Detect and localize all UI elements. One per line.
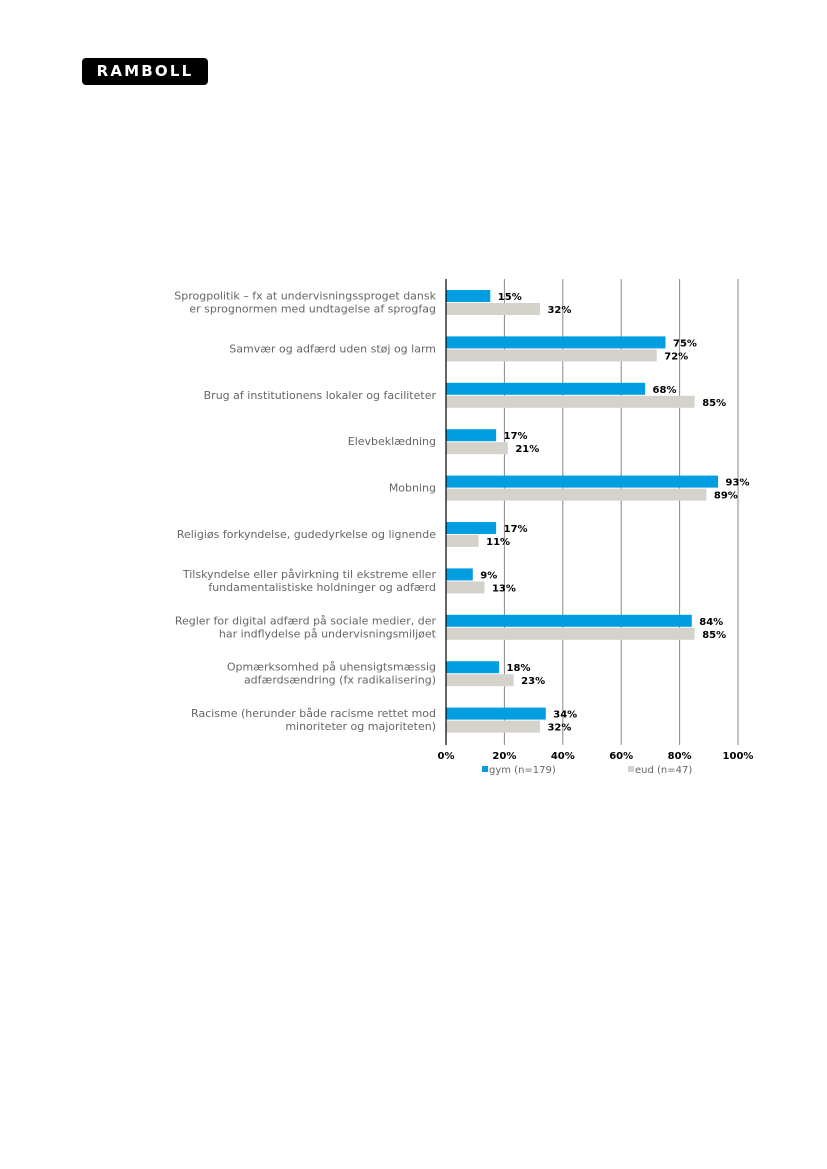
category-label: Regler for digital adfærd på sociale med… bbox=[175, 614, 437, 627]
category-label: Racisme (herunder både racisme rettet mo… bbox=[191, 707, 436, 720]
bar-gym bbox=[446, 614, 692, 627]
category-label: er sprognormen med undtagelse af sprogfa… bbox=[189, 303, 436, 316]
bars bbox=[446, 290, 719, 733]
category-label: Sprogpolitik – fx at undervisningssproge… bbox=[174, 290, 436, 303]
bar-eud bbox=[446, 303, 540, 315]
bar-eud bbox=[446, 720, 540, 733]
x-tick-label: 100% bbox=[723, 751, 754, 762]
bar-gym bbox=[446, 429, 497, 442]
legend-swatch bbox=[628, 766, 634, 772]
labels: Sprogpolitik – fx at undervisningssproge… bbox=[174, 290, 749, 734]
gridlines bbox=[503, 279, 739, 745]
category-label: Brug af institutionens lokaler og facili… bbox=[204, 389, 437, 402]
x-tick-label: 20% bbox=[492, 751, 516, 762]
data-label: 75% bbox=[673, 338, 697, 349]
category-label: Mobning bbox=[389, 482, 436, 495]
data-label: 89% bbox=[714, 491, 738, 502]
bar-gym bbox=[446, 661, 500, 674]
bar-eud bbox=[446, 349, 657, 362]
category-label: adfærdsændring (fx radikalisering) bbox=[244, 674, 436, 687]
bar-gym bbox=[446, 290, 491, 302]
category-label: Samvær og adfærd uden støj og larm bbox=[229, 342, 436, 355]
bar-gym bbox=[446, 568, 473, 581]
bar-gym bbox=[446, 475, 719, 488]
data-label: 32% bbox=[547, 305, 571, 316]
category-label: fundamentalistiske holdninger og adfærd bbox=[208, 581, 436, 594]
bar-eud bbox=[446, 535, 479, 547]
data-label: 72% bbox=[664, 351, 688, 362]
data-label: 34% bbox=[553, 710, 577, 721]
bar-gym bbox=[446, 707, 546, 720]
data-label: 84% bbox=[699, 617, 723, 628]
bar-gym bbox=[446, 382, 646, 395]
data-label: 85% bbox=[702, 630, 726, 641]
bar-eud bbox=[446, 674, 514, 687]
bar-eud bbox=[446, 581, 485, 594]
data-label: 85% bbox=[702, 398, 726, 409]
category-label: har indflydelse på undervisningsmiljøet bbox=[219, 627, 437, 640]
data-label: 17% bbox=[504, 524, 528, 535]
bar-eud bbox=[446, 627, 695, 640]
x-tick-label: 60% bbox=[609, 751, 633, 762]
legend-swatch bbox=[482, 766, 488, 772]
x-tick-label: 40% bbox=[551, 751, 575, 762]
data-label: 18% bbox=[507, 663, 531, 674]
data-label: 32% bbox=[547, 723, 571, 734]
legend-label: eud (n=47) bbox=[635, 765, 692, 776]
bar-eud bbox=[446, 488, 707, 501]
data-label: 23% bbox=[521, 676, 545, 687]
data-label: 13% bbox=[492, 583, 516, 594]
x-axis-ticks: 0% 20% 40% 60% 80% 100% bbox=[438, 751, 754, 762]
bar-eud bbox=[446, 442, 508, 455]
category-label: Opmærksomhed på uhensigtsmæssig bbox=[227, 661, 436, 674]
ramboll-logo: RAMBOLL bbox=[82, 58, 208, 85]
data-label: 93% bbox=[726, 478, 750, 489]
data-label: 11% bbox=[486, 537, 510, 548]
bar-gym bbox=[446, 336, 666, 349]
category-label: Tilskyndelse eller påvirkning til ekstre… bbox=[182, 568, 437, 581]
x-tick-label: 0% bbox=[438, 751, 455, 762]
bar-eud bbox=[446, 395, 695, 408]
data-label: 15% bbox=[498, 292, 522, 303]
data-label: 9% bbox=[480, 570, 497, 581]
category-label: Elevbeklædning bbox=[348, 435, 436, 448]
data-label: 21% bbox=[515, 444, 539, 455]
bar-gym bbox=[446, 522, 497, 534]
category-label: Religiøs forkyndelse, gudedyrkelse og li… bbox=[177, 528, 436, 541]
data-label: 17% bbox=[504, 431, 528, 442]
legend-label: gym (n=179) bbox=[489, 765, 556, 776]
data-label: 68% bbox=[653, 385, 677, 396]
category-label: minoriteter og majoriteten) bbox=[285, 720, 436, 733]
legend: gym (n=179) eud (n=47) bbox=[482, 765, 692, 776]
x-tick-label: 80% bbox=[668, 751, 692, 762]
